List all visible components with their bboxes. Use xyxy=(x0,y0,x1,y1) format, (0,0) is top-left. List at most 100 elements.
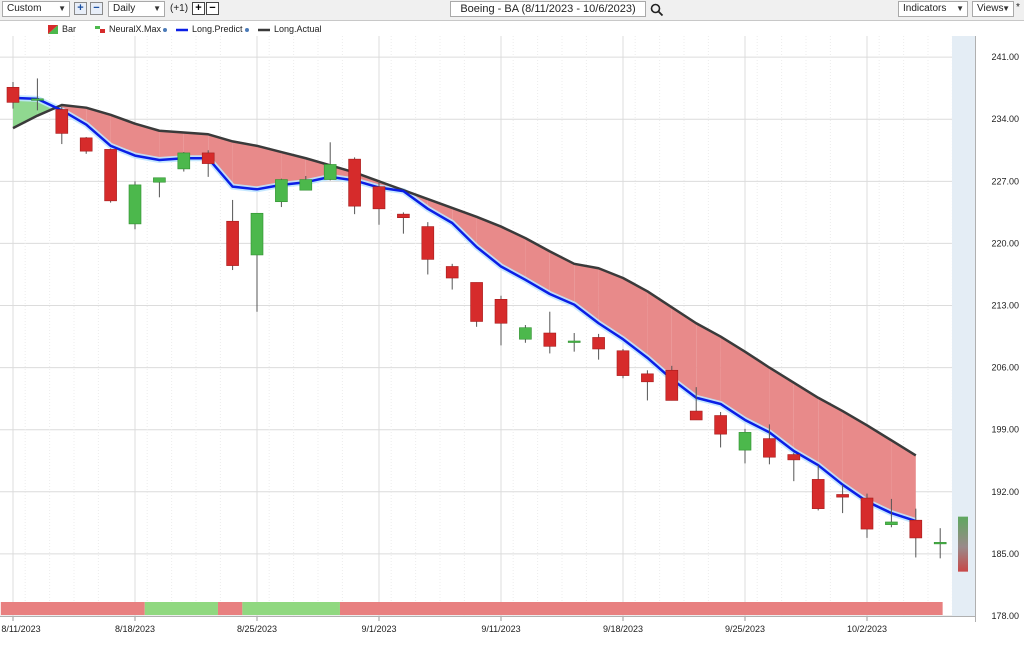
legend-neuralx[interactable]: NeuralX.Max xyxy=(95,24,168,34)
y-axis-labels: 241.00 234.00 227.00 220.00 213.00 206.00 199.… xyxy=(991,52,1019,621)
candle xyxy=(860,493,874,538)
candle-body xyxy=(31,98,44,101)
chevron-down-icon: ▼ xyxy=(1002,4,1010,13)
long-predict-glow xyxy=(12,94,917,524)
offset-decrease-button[interactable]: − xyxy=(206,2,219,15)
legend-long-actual-label: Long.Actual xyxy=(274,24,322,34)
candle xyxy=(494,295,508,346)
remove-button[interactable]: − xyxy=(90,2,103,15)
neuralx-legend-icon xyxy=(95,26,105,34)
period-select[interactable]: Daily ▼ xyxy=(108,1,165,17)
candle-body xyxy=(128,184,142,225)
forecast-zone xyxy=(952,36,975,616)
candle-body xyxy=(909,519,923,539)
legend-long-actual[interactable]: Long.Actual xyxy=(258,24,322,34)
range-fill-segment xyxy=(37,98,56,116)
candle-body xyxy=(641,373,654,383)
candle xyxy=(421,222,435,275)
candle-body xyxy=(226,220,239,266)
x-tick-label: 9/1/2023 xyxy=(361,624,396,634)
candle-body xyxy=(567,340,581,343)
candle xyxy=(811,465,825,511)
candle xyxy=(6,81,20,109)
legend-bar[interactable]: Bar xyxy=(48,24,76,35)
candle xyxy=(787,452,801,482)
search-icon[interactable] xyxy=(650,3,664,17)
candle xyxy=(372,181,386,225)
settings-dot-icon[interactable] xyxy=(244,27,249,32)
range-fill-segment xyxy=(305,158,331,183)
y-tick-label: 199.00 xyxy=(991,425,1019,435)
candle-body xyxy=(421,226,435,260)
candle xyxy=(763,424,776,465)
range-fill-segment xyxy=(403,190,428,209)
candle-body xyxy=(299,179,313,191)
candle-body xyxy=(104,149,117,202)
x-axis-labels: 8/11/2023 8/18/2023 8/25/2023 9/1/2023 9/11/… xyxy=(1,616,887,634)
candle-body xyxy=(933,542,947,545)
candle-body xyxy=(6,86,20,103)
indicators-select[interactable]: Indicators ▼ xyxy=(898,1,968,17)
legend-long-predict[interactable]: Long.Predict xyxy=(176,24,249,34)
views-select[interactable]: Views ▼ xyxy=(972,1,1014,17)
candle-body xyxy=(689,410,703,421)
signal-band-segment xyxy=(144,602,218,615)
offset-increase-button[interactable]: + xyxy=(192,2,205,15)
range-fill-segment xyxy=(86,107,111,146)
range-fill-segment xyxy=(525,238,550,294)
chevron-down-icon: ▼ xyxy=(956,4,964,13)
projected-bar xyxy=(958,516,968,572)
candle xyxy=(79,136,93,154)
candle-body xyxy=(494,299,508,324)
x-tick-label: 8/11/2023 xyxy=(1,624,40,634)
candle-body xyxy=(763,438,776,458)
candle xyxy=(397,212,410,234)
candle xyxy=(323,142,337,181)
range-fill xyxy=(13,97,916,522)
signal-band-segment xyxy=(242,602,340,615)
y-tick-label: 234.00 xyxy=(991,114,1019,124)
candle-body xyxy=(445,266,459,279)
range-fill-segment xyxy=(769,367,794,451)
range-fill-segment xyxy=(110,114,135,156)
range-fill-segment xyxy=(159,130,184,161)
line-legend-icon xyxy=(176,28,188,32)
candle-body xyxy=(250,212,264,256)
line-legend-icon xyxy=(258,28,270,32)
candle-body xyxy=(885,521,898,525)
candle-body xyxy=(616,350,630,376)
y-tick-label: 220.00 xyxy=(991,238,1019,248)
candle xyxy=(275,178,288,208)
range-fill-segment xyxy=(13,97,38,129)
toolbar: Custom ▼ + − Daily ▼ (+1) + − Boeing - B… xyxy=(0,0,1024,21)
candles xyxy=(6,78,968,572)
candle xyxy=(885,498,898,528)
range-fill-segment xyxy=(549,251,575,305)
range-fill-segment xyxy=(354,172,379,188)
add-button[interactable]: + xyxy=(74,2,87,15)
period-select-label: Daily xyxy=(113,3,136,14)
preset-select[interactable]: Custom ▼ xyxy=(2,1,70,17)
y-tick-label: 241.00 xyxy=(991,52,1019,62)
views-star: * xyxy=(1016,2,1020,13)
bar-legend-icon xyxy=(48,25,58,35)
chart-title-box[interactable]: Boeing - BA (8/11/2023 - 10/6/2023) xyxy=(450,1,646,17)
candle xyxy=(543,311,557,354)
candle-body xyxy=(714,415,727,435)
candle xyxy=(445,263,459,290)
candle-body xyxy=(860,497,874,530)
y-tick-label: 192.00 xyxy=(991,487,1019,497)
candle-body xyxy=(372,186,386,210)
candle-body xyxy=(470,282,483,322)
range-fill-segment xyxy=(232,141,257,190)
grid xyxy=(0,36,975,617)
candle xyxy=(665,365,679,401)
chart-title: Boeing - BA (8/11/2023 - 10/6/2023) xyxy=(460,3,636,15)
candle xyxy=(909,508,923,558)
legend-neuralx-label: NeuralX.Max xyxy=(109,24,162,34)
x-tick-label: 8/25/2023 xyxy=(237,624,277,634)
settings-dot-icon[interactable] xyxy=(163,27,168,32)
range-fill-segment xyxy=(867,425,892,514)
range-fill-segment xyxy=(427,199,453,224)
